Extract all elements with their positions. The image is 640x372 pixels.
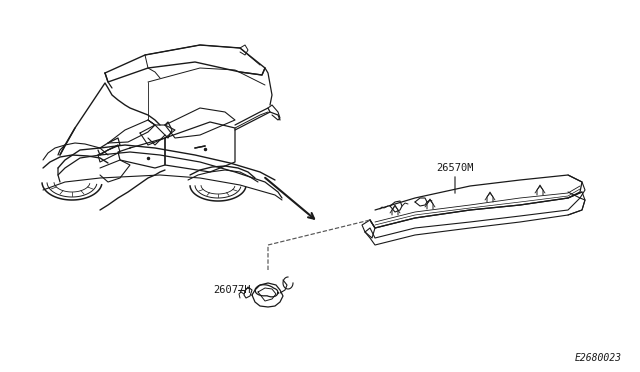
Text: 26077H: 26077H (213, 285, 250, 295)
Text: 26570M: 26570M (436, 163, 474, 173)
Text: E2680023: E2680023 (575, 353, 622, 363)
